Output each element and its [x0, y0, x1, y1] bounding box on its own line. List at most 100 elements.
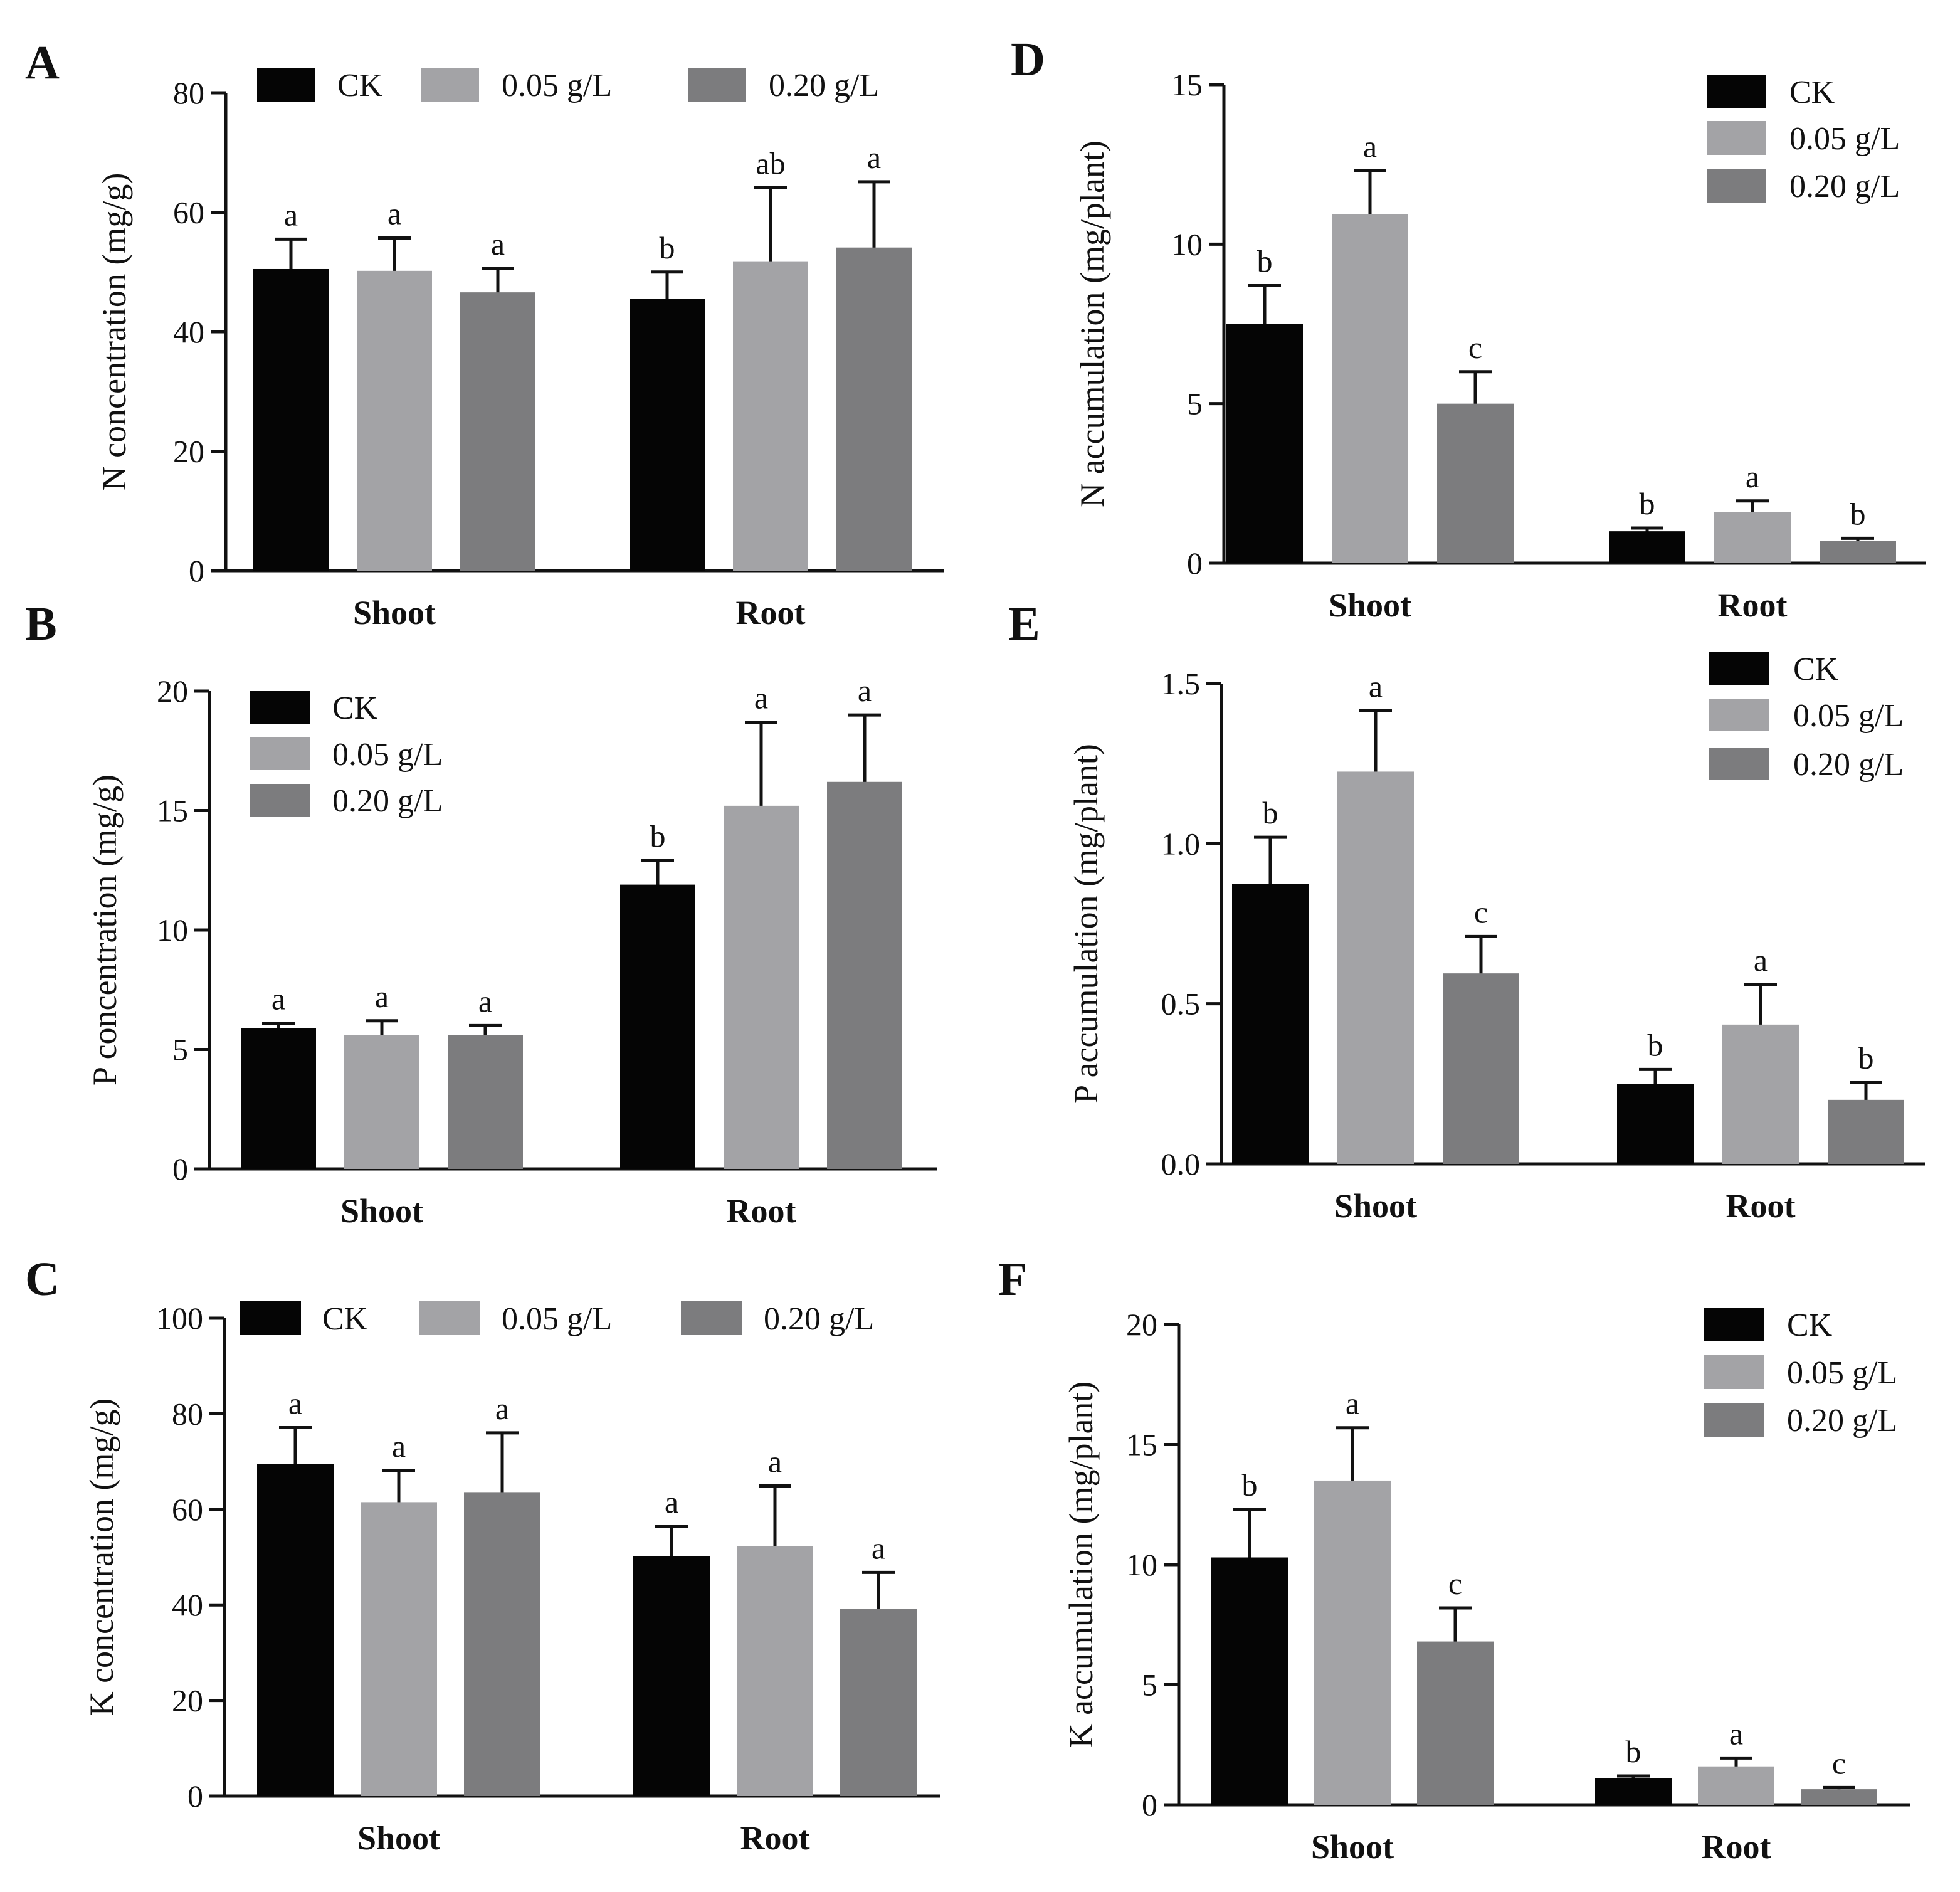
- y-tick-label: 20: [1126, 1307, 1157, 1342]
- legend-swatch: [1704, 1308, 1764, 1341]
- y-tick-label: 60: [173, 195, 204, 230]
- legend-label: CK: [322, 1301, 368, 1337]
- y-tick-label: 15: [1126, 1427, 1157, 1462]
- significance-letter: c: [1832, 1745, 1846, 1780]
- bar-shoot-0: [1226, 324, 1303, 563]
- panel-letter: F: [998, 1253, 1027, 1306]
- bar-root-0: [630, 299, 705, 571]
- legend-label: 0.20 g/L: [332, 783, 443, 819]
- bar-shoot-2: [1437, 403, 1514, 563]
- bar-shoot-1: [344, 1035, 419, 1169]
- legend-swatch: [257, 68, 315, 102]
- significance-letter: b: [1626, 1734, 1641, 1769]
- legend-label: 0.20 g/L: [769, 68, 879, 103]
- panel-letter: E: [1008, 598, 1040, 650]
- legend-swatch: [1709, 699, 1769, 731]
- y-tick-label: 0: [189, 553, 204, 588]
- significance-letter: a: [271, 981, 285, 1017]
- legend-swatch: [421, 68, 479, 102]
- significance-letter: b: [1242, 1467, 1258, 1503]
- legend-label: 0.20 g/L: [1793, 747, 1904, 783]
- chart-panel-D: D 0 5 10 15 N accumulation (mg/plant) b a c Shoot…: [1011, 33, 1926, 624]
- bar-shoot-2: [448, 1035, 523, 1169]
- significance-letter: a: [867, 140, 881, 175]
- significance-letter: c: [1474, 894, 1488, 929]
- bar-shoot-1: [357, 270, 432, 571]
- y-tick-label: 10: [157, 912, 188, 948]
- significance-letter: b: [1263, 795, 1278, 830]
- y-tick-label: 15: [157, 793, 188, 828]
- significance-letter: a: [665, 1484, 678, 1519]
- legend: CK 0.05 g/L 0.20 g/L: [250, 690, 443, 819]
- legend-label: 0.20 g/L: [764, 1301, 874, 1337]
- x-category-label: Shoot: [1311, 1828, 1394, 1866]
- y-tick-label: 15: [1171, 67, 1203, 102]
- x-category-label: Shoot: [353, 594, 436, 632]
- significance-letter: b: [1648, 1027, 1663, 1062]
- y-axis-title: N concentration (mg/g): [95, 173, 133, 491]
- bar-root-0: [1609, 531, 1685, 563]
- panel-letter: C: [25, 1253, 60, 1306]
- bar-shoot-0: [253, 268, 329, 571]
- legend-label: CK: [337, 68, 383, 103]
- bar-shoot-2: [1417, 1641, 1494, 1805]
- y-tick-label: 0.5: [1161, 986, 1201, 1022]
- legend-label: 0.05 g/L: [502, 68, 612, 103]
- y-tick-label: 10: [1126, 1547, 1157, 1582]
- y-tick-label: 0: [1142, 1787, 1157, 1822]
- bar-root-2: [827, 781, 902, 1169]
- bar-root-2: [840, 1609, 917, 1796]
- x-category-label: Root: [736, 594, 806, 632]
- significance-letter: c: [1448, 1566, 1462, 1601]
- bar-shoot-2: [460, 292, 535, 571]
- bar-shoot-1: [1332, 214, 1408, 563]
- significance-letter: b: [1640, 486, 1655, 521]
- bar-root-0: [633, 1556, 710, 1796]
- bar-root-1: [724, 805, 799, 1169]
- panel-letter: A: [25, 36, 60, 89]
- bar-root-1: [1722, 1024, 1799, 1164]
- significance-letter: a: [1754, 943, 1768, 978]
- significance-letter: a: [1729, 1716, 1743, 1751]
- y-tick-label: 40: [172, 1587, 203, 1622]
- bar-root-1: [1714, 512, 1791, 563]
- y-tick-label: 0: [1187, 546, 1203, 581]
- legend-label: 0.05 g/L: [332, 737, 443, 773]
- legend-label: CK: [1789, 75, 1835, 110]
- y-tick-label: 80: [173, 75, 204, 110]
- y-tick-label: 20: [172, 1683, 203, 1718]
- significance-letter: a: [858, 673, 872, 708]
- significance-letter: a: [478, 983, 492, 1018]
- y-axis-title: K accumulation (mg/plant): [1062, 1382, 1100, 1748]
- chart-panel-F: F 0 5 10 15 20 K accumulation (mg/plant) b a c Sho…: [998, 1253, 1910, 1866]
- legend: CK 0.05 g/L 0.20 g/L: [1704, 1308, 1897, 1439]
- y-tick-label: 80: [172, 1396, 203, 1431]
- panel-letter: B: [25, 598, 57, 650]
- x-category-label: Root: [740, 1819, 810, 1857]
- bar-root-1: [1698, 1766, 1774, 1805]
- legend-label: CK: [1787, 1308, 1833, 1343]
- legend-swatch: [1704, 1403, 1764, 1437]
- y-tick-label: 10: [1171, 226, 1203, 262]
- legend-swatch: [1707, 121, 1766, 155]
- bar-root-0: [1595, 1778, 1672, 1805]
- bar-root-2: [1820, 541, 1896, 563]
- panel-letter: D: [1011, 33, 1045, 86]
- y-tick-label: 0: [187, 1778, 203, 1814]
- bar-shoot-1: [1337, 771, 1414, 1164]
- significance-letter: a: [1746, 459, 1759, 494]
- legend-swatch: [688, 68, 746, 102]
- x-category-label: Shoot: [1329, 586, 1411, 624]
- y-tick-label: 1.0: [1161, 826, 1201, 861]
- bar-shoot-0: [1211, 1557, 1288, 1805]
- significance-letter: a: [1363, 129, 1377, 164]
- legend: CK 0.05 g/L 0.20 g/L: [240, 1301, 874, 1337]
- significance-letter: a: [754, 680, 768, 716]
- significance-letter: b: [660, 230, 675, 265]
- y-tick-label: 0.0: [1161, 1146, 1201, 1181]
- legend-swatch: [250, 691, 310, 724]
- chart-panel-A: A 0 20 40 60 80 N concentration (mg/g) a a a Shoot…: [25, 36, 944, 632]
- legend-swatch: [240, 1301, 301, 1335]
- y-tick-label: 20: [157, 674, 188, 709]
